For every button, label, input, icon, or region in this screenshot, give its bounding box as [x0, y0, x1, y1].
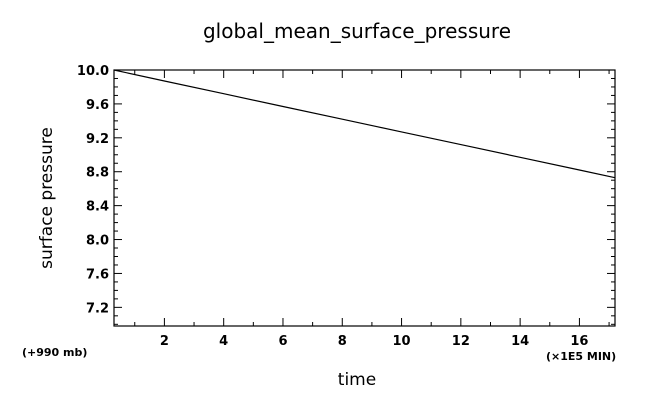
x-tick-label: 2	[160, 334, 169, 349]
y-tick-label: 7.2	[86, 301, 109, 316]
x-tick-label: 12	[452, 334, 470, 349]
y-tick-label: 8.8	[86, 166, 109, 181]
x-unit-label: (×1E5 MIN)	[546, 350, 616, 363]
x-tick-label: 14	[511, 334, 529, 349]
chart-title: global_mean_surface_pressure	[203, 19, 511, 43]
x-axis-title: time	[338, 370, 376, 390]
x-tick-label: 6	[278, 334, 287, 349]
x-tick-label: 8	[338, 334, 347, 349]
x-tick-label: 10	[393, 334, 411, 349]
plot-frame	[113, 69, 616, 327]
y-tick-label: 8.0	[86, 234, 109, 249]
y-tick-label: 9.2	[86, 132, 109, 147]
axis-ticks	[114, 69, 615, 326]
y-axis-title: surface pressure	[37, 127, 57, 269]
y-tick-label: 7.6	[86, 267, 109, 282]
y-offset-label: (+990 mb)	[22, 346, 87, 359]
y-tick-label: 9.6	[86, 98, 109, 113]
x-tick-label: 4	[219, 334, 228, 349]
x-tick-label: 16	[570, 334, 588, 349]
axis-tick-labels: 2 4 6 8 10 12 14 16 7.2 7.6 8.0 8.4 8.8 9.2 9.6 10.0	[77, 64, 589, 349]
y-tick-label: 10.0	[77, 64, 109, 79]
series-line	[113, 69, 616, 179]
y-tick-label: 8.4	[86, 200, 109, 215]
